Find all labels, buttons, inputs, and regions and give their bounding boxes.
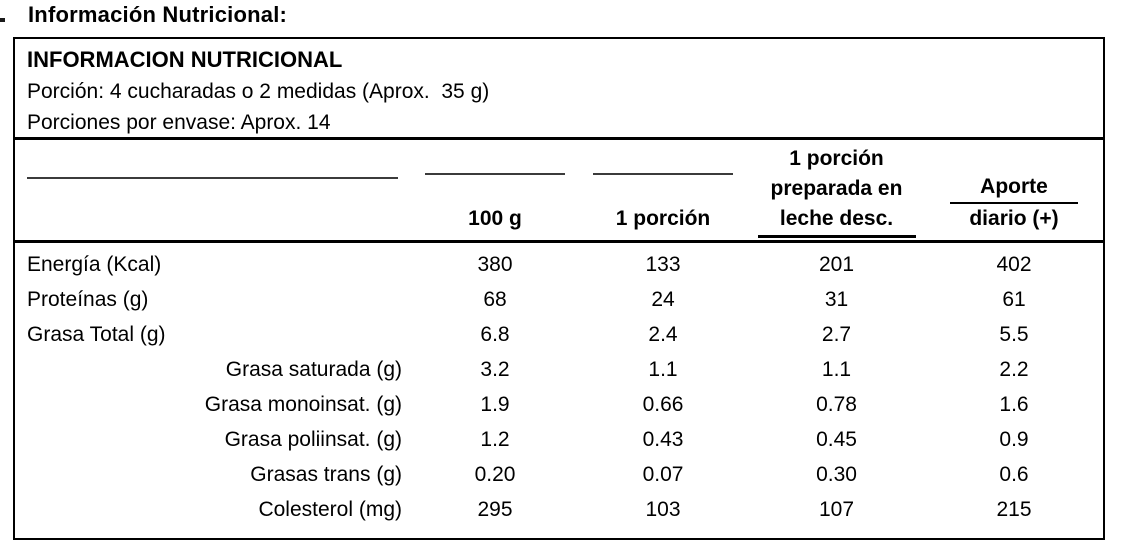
header-underline [950, 202, 1078, 204]
value-100g: 68 [483, 288, 507, 311]
value-100g: 0.20 [474, 463, 516, 486]
header-preparada-line1: 1 porción [789, 147, 884, 170]
header-overline [593, 173, 733, 175]
row-label: Grasa Total (g) [27, 323, 166, 346]
table-row-grasas-trans: Grasas trans (g) 0.20 0.07 0.30 0.6 [15, 457, 1103, 492]
header-aporte-line1: Aporte [980, 175, 1048, 198]
value-preparada: 1.1 [821, 358, 852, 381]
table-row-proteinas: Proteínas (g) 68 24 31 61 [15, 282, 1103, 317]
value-aporte: 402 [996, 253, 1032, 276]
table-header-row: 100 g 1 porción 1 porción preparada en l… [15, 140, 1103, 243]
portion-line: Porción: 4 cucharadas o 2 medidas (Aprox… [27, 80, 490, 103]
page-title: Información Nutricional: [28, 2, 288, 27]
value-1porcion: 2.4 [648, 323, 678, 346]
row-label: Colesterol (mg) [258, 498, 402, 521]
value-preparada: 0.78 [816, 393, 857, 416]
value-preparada: 0.30 [816, 463, 857, 486]
header-1porcion: 1 porción [578, 140, 748, 240]
table-title: INFORMACION NUTRICIONAL [27, 47, 343, 72]
value-1porcion: 0.43 [642, 428, 684, 451]
value-aporte: 0.9 [999, 428, 1029, 451]
value-preparada: 2.7 [821, 323, 852, 346]
header-underline [757, 235, 916, 238]
header-1porcion-label: 1 porción [615, 207, 711, 230]
value-1porcion: 24 [651, 288, 675, 311]
table-row-colesterol: Colesterol (mg) 295 103 107 215 [15, 492, 1103, 527]
header-preparada: 1 porción preparada en leche desc. [748, 140, 925, 240]
header-100g-label: 100 g [468, 207, 522, 230]
row-label: Grasas trans (g) [250, 463, 402, 486]
value-1porcion: 1.1 [648, 358, 678, 381]
header-aporte-line2: diario (+) [969, 207, 1059, 230]
value-preparada: 201 [818, 253, 855, 276]
nutrition-facts-table: INFORMACION NUTRICIONAL Porción: 4 cucha… [13, 37, 1105, 540]
portions-per-package-line: Porciones por envase: Aprox. 14 [27, 111, 331, 134]
table-row-grasa-total: Grasa Total (g) 6.8 2.4 2.7 5.5 [15, 317, 1103, 352]
header-rowlabel-column [15, 140, 412, 240]
table-row-energia: Energía (Kcal) 380 133 201 402 [15, 247, 1103, 282]
value-aporte: 5.5 [999, 323, 1029, 346]
value-preparada: 31 [824, 288, 849, 311]
value-100g: 3.2 [480, 358, 510, 381]
value-1porcion: 133 [645, 253, 681, 276]
value-100g: 1.2 [480, 428, 510, 451]
value-aporte: 215 [996, 498, 1032, 521]
header-preparada-line2: preparada en [770, 177, 903, 200]
header-preparada-line3: leche desc. [779, 207, 894, 230]
value-1porcion: 103 [645, 498, 681, 521]
row-label: Grasa monoinsat. (g) [204, 393, 402, 416]
value-aporte: 1.6 [999, 393, 1029, 416]
header-aporte: Aporte diario (+) [925, 140, 1103, 240]
header-overline [425, 173, 565, 175]
blank-underline [27, 177, 398, 179]
value-100g: 380 [477, 253, 513, 276]
value-aporte: 0.6 [999, 463, 1029, 486]
row-label: Energía (Kcal) [27, 253, 162, 276]
value-100g: 295 [477, 498, 513, 521]
row-label: Grasa saturada (g) [225, 358, 402, 381]
table-row-grasa-saturada: Grasa saturada (g) 3.2 1.1 1.1 2.2 [15, 352, 1103, 387]
table-row-grasa-poliinsat: Grasa poliinsat. (g) 1.2 0.43 0.45 0.9 [15, 422, 1103, 457]
value-100g: 1.9 [480, 393, 510, 416]
table-row-grasa-monoinsat: Grasa monoinsat. (g) 1.9 0.66 0.78 1.6 [15, 387, 1103, 422]
table-intro-section: INFORMACION NUTRICIONAL Porción: 4 cucha… [15, 39, 1103, 140]
value-100g: 6.8 [480, 323, 510, 346]
value-preparada: 0.45 [816, 428, 857, 451]
value-aporte: 61 [1002, 288, 1026, 311]
value-preparada: 107 [818, 498, 855, 521]
value-1porcion: 0.66 [642, 393, 684, 416]
list-number-fragment [0, 18, 5, 22]
row-label: Proteínas (g) [27, 288, 149, 311]
row-label: Grasa poliinsat. (g) [224, 428, 402, 451]
value-aporte: 2.2 [999, 358, 1029, 381]
value-1porcion: 0.07 [642, 463, 684, 486]
header-100g: 100 g [412, 140, 578, 240]
table-body: Energía (Kcal) 380 133 201 402 Proteínas… [15, 243, 1103, 527]
